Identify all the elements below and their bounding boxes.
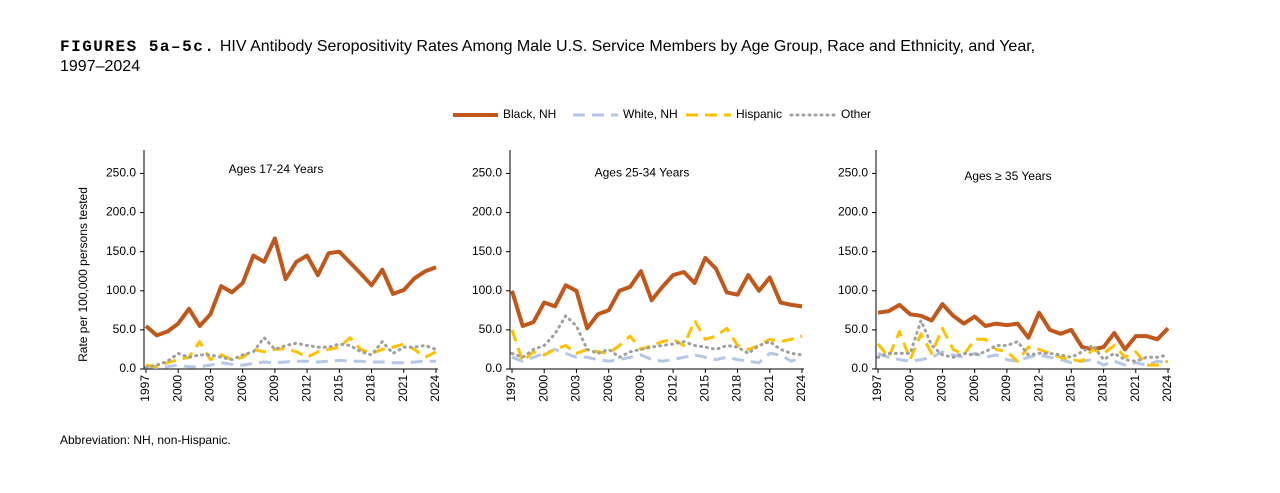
footnote: Abbreviation: NH, non-Hispanic. — [60, 433, 231, 447]
y-tick-label: 150.0 — [472, 244, 502, 258]
x-tick-label: 2024 — [428, 375, 442, 402]
series-line — [144, 336, 438, 369]
y-tick-label: 0.0 — [485, 361, 502, 375]
y-tick-label: 250.0 — [106, 166, 136, 180]
series-line — [145, 358, 436, 369]
x-tick-label: 2015 — [1064, 375, 1078, 402]
x-tick-label: 2009 — [999, 375, 1013, 402]
x-tick-label: 2000 — [902, 375, 916, 402]
y-tick-label: 50.0 — [113, 322, 137, 336]
y-tick-label: 200.0 — [838, 205, 868, 219]
x-tick-label: 2021 — [762, 375, 776, 402]
y-tick-label: 100.0 — [472, 283, 502, 297]
figure-title-line-2: 1997–2024 — [60, 58, 140, 75]
x-tick-label: 2021 — [1128, 375, 1142, 402]
panel-title: Ages ≥ 35 Years — [964, 169, 1051, 183]
y-tick-label: 0.0 — [851, 361, 868, 375]
panel-title: Ages 25-34 Years — [595, 166, 690, 180]
x-tick-label: 2015 — [698, 375, 712, 402]
x-tick-label: 2012 — [1031, 375, 1045, 402]
x-tick-label: 1997 — [138, 375, 152, 402]
x-tick-label: 2009 — [267, 375, 281, 402]
legend-label: Other — [841, 107, 871, 121]
y-tick-label: 200.0 — [472, 205, 502, 219]
series-line — [511, 347, 803, 365]
x-tick-label: 2000 — [536, 375, 550, 402]
series-line — [510, 255, 803, 331]
y-tick-label: 150.0 — [106, 244, 136, 258]
y-tick-label: 50.0 — [479, 322, 503, 336]
x-tick-label: 2024 — [1160, 375, 1174, 402]
y-tick-label: 50.0 — [845, 322, 869, 336]
figure-title-line-1: HIV Antibody Seropositivity Rates Among … — [220, 38, 1035, 55]
series-line — [510, 319, 803, 363]
y-tick-label: 0.0 — [119, 361, 136, 375]
x-tick-label: 2006 — [235, 375, 249, 402]
y-axis-label: Rate per 100,000 persons tested — [76, 187, 90, 362]
x-tick-label: 1997 — [504, 375, 518, 402]
y-tick-label: 250.0 — [472, 166, 502, 180]
x-tick-label: 2003 — [935, 375, 949, 402]
y-tick-label: 150.0 — [838, 244, 868, 258]
x-tick-label: 2003 — [569, 375, 583, 402]
legend-label: White, NH — [623, 107, 678, 121]
y-tick-label: 250.0 — [838, 166, 868, 180]
y-tick-label: 100.0 — [838, 283, 868, 297]
y-tick-label: 100.0 — [106, 283, 136, 297]
legend-label: Black, NH — [503, 107, 556, 121]
y-tick-label: 200.0 — [106, 205, 136, 219]
series-line — [876, 326, 1169, 367]
x-tick-label: 2012 — [665, 375, 679, 402]
x-tick-label: 1997 — [870, 375, 884, 402]
figure-title: FIGURES 5a–5c. HIV Antibody Seropositivi… — [60, 38, 1035, 56]
x-tick-label: 2021 — [396, 375, 410, 402]
x-tick-label: 2009 — [633, 375, 647, 402]
x-tick-label: 2003 — [203, 375, 217, 402]
x-tick-label: 2024 — [794, 375, 808, 402]
x-tick-label: 2018 — [1096, 375, 1110, 402]
x-tick-label: 2006 — [967, 375, 981, 402]
series-line — [876, 319, 1170, 363]
x-tick-label: 2015 — [332, 375, 346, 402]
figure-label: FIGURES 5a–5c. — [60, 38, 215, 56]
x-tick-label: 2006 — [601, 375, 615, 402]
series-line — [144, 236, 437, 338]
x-tick-label: 2012 — [299, 375, 313, 402]
panel-title: Ages 17-24 Years — [229, 162, 324, 176]
series-line — [877, 350, 1169, 367]
x-tick-label: 2018 — [364, 375, 378, 402]
legend-label: Hispanic — [736, 107, 782, 121]
x-tick-label: 2000 — [170, 375, 184, 402]
series-line — [877, 302, 1170, 352]
x-tick-label: 2018 — [730, 375, 744, 402]
